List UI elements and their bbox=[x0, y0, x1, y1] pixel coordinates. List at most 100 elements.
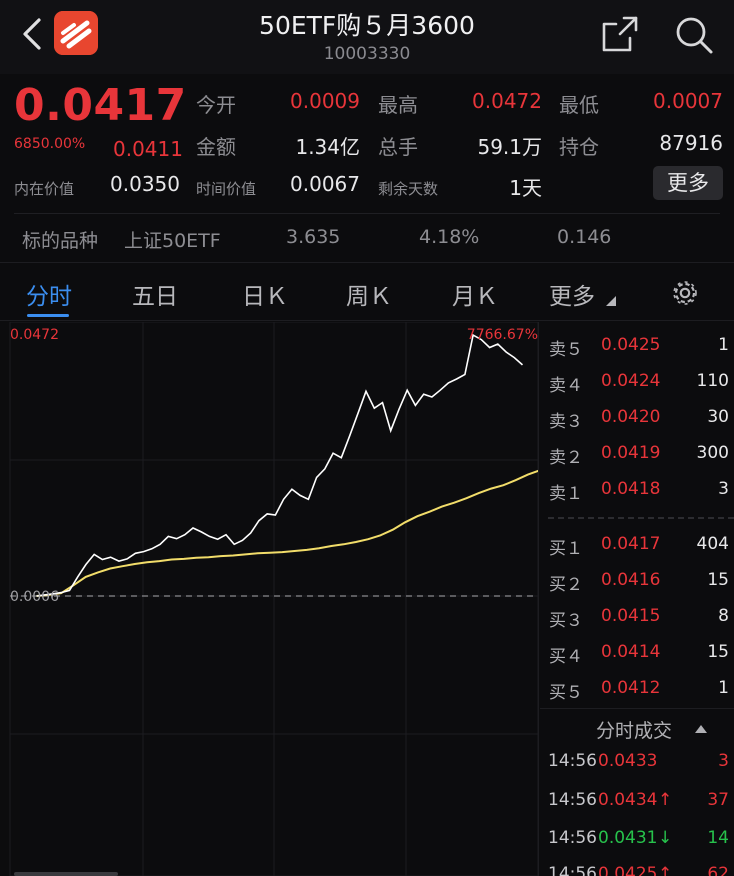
volume-label: 总手 bbox=[378, 135, 418, 159]
trade-direction-arrow: ↑ bbox=[658, 864, 673, 876]
trade-price: 0.0434 bbox=[598, 790, 658, 810]
tab-monthly-k[interactable]: 月Ｋ bbox=[452, 284, 498, 310]
divider bbox=[540, 708, 734, 709]
bid-2-volume: 15 bbox=[707, 570, 729, 590]
app-logo-icon bbox=[54, 11, 98, 55]
trade-time: 14:56 bbox=[548, 790, 597, 810]
trade-volume: 62 bbox=[707, 864, 729, 876]
trade-price: 0.0431 bbox=[598, 828, 658, 848]
app-header: 50ETF购５月3600 10003330 bbox=[0, 0, 734, 74]
underlying-percent: 4.18% bbox=[419, 226, 480, 248]
trade-direction-arrow: ↑ bbox=[658, 790, 673, 810]
option-code: 10003330 bbox=[323, 44, 411, 64]
open-interest-label: 持仓 bbox=[559, 135, 599, 159]
ask-2-price: 0.0419 bbox=[601, 443, 661, 463]
open-interest-value: 87916 bbox=[659, 131, 723, 155]
bid-3-price: 0.0415 bbox=[601, 606, 661, 626]
back-chevron-icon[interactable] bbox=[18, 14, 48, 54]
divider bbox=[0, 262, 734, 263]
divider bbox=[14, 213, 720, 214]
days-left-label: 剩余天数 bbox=[378, 180, 439, 198]
ask-3-volume: 30 bbox=[707, 407, 729, 427]
time-value: 0.0067 bbox=[290, 172, 360, 196]
ask-1-volume: 3 bbox=[718, 479, 729, 499]
bid-4-label: 买４ bbox=[549, 647, 583, 667]
intrinsic-value-label: 内在价值 bbox=[14, 180, 75, 198]
trades-title[interactable]: 分时成交 bbox=[596, 720, 673, 742]
tab-daily-k[interactable]: 日Ｋ bbox=[242, 284, 288, 310]
bid-2-label: 买２ bbox=[549, 575, 583, 595]
trade-direction-arrow: ↓ bbox=[658, 828, 673, 848]
underlying-change: 0.146 bbox=[557, 226, 612, 248]
underlying-label: 标的品种 bbox=[22, 230, 99, 252]
trade-volume: 3 bbox=[718, 751, 729, 771]
tab-five-day[interactable]: 五日 bbox=[132, 284, 178, 310]
ask-3-price: 0.0420 bbox=[601, 407, 661, 427]
tab-weekly-k[interactable]: 周Ｋ bbox=[346, 284, 392, 310]
ask-5-volume: 1 bbox=[718, 335, 729, 355]
amount-label: 金额 bbox=[196, 135, 236, 159]
bid-5-volume: 1 bbox=[718, 678, 729, 698]
bid-1-label: 买１ bbox=[549, 539, 583, 559]
bid-3-label: 买３ bbox=[549, 611, 583, 631]
low-value: 0.0007 bbox=[653, 89, 723, 113]
trade-time: 14:56 bbox=[548, 828, 597, 848]
ask-5-price: 0.0425 bbox=[601, 335, 661, 355]
order-book-separator bbox=[548, 517, 734, 519]
change-value: 0.0411 bbox=[113, 137, 183, 161]
more-button[interactable]: 更多 bbox=[653, 166, 723, 200]
ask-2-label: 卖２ bbox=[549, 448, 583, 468]
y-axis-top-label: 0.0472 bbox=[10, 327, 59, 343]
last-price: 0.0417 bbox=[14, 80, 187, 131]
average-price-line bbox=[36, 469, 538, 597]
trade-price: 0.0425 bbox=[598, 864, 658, 876]
page-title: 50ETF购５月3600 bbox=[259, 11, 475, 40]
search-icon[interactable] bbox=[673, 14, 715, 56]
dropdown-triangle-icon bbox=[606, 296, 616, 306]
bid-1-price: 0.0417 bbox=[601, 534, 661, 554]
high-value: 0.0472 bbox=[472, 89, 542, 113]
ask-1-label: 卖１ bbox=[549, 484, 583, 504]
open-label: 今开 bbox=[196, 93, 236, 117]
trade-volume: 37 bbox=[707, 790, 729, 810]
intraday-chart[interactable]: 0.0472 0.0006 7766.67% bbox=[0, 322, 538, 876]
tab-more[interactable]: 更多 bbox=[549, 284, 595, 310]
scroll-indicator[interactable] bbox=[14, 872, 118, 876]
ask-4-label: 卖４ bbox=[549, 376, 583, 396]
bid-5-label: 买５ bbox=[549, 683, 583, 703]
y-axis-base-label: 0.0006 bbox=[10, 589, 59, 605]
chart-grid bbox=[9, 322, 538, 876]
trade-price: 0.0433 bbox=[598, 751, 658, 771]
divider bbox=[538, 322, 539, 876]
days-left-value: 1天 bbox=[509, 176, 542, 200]
bid-4-volume: 15 bbox=[707, 642, 729, 662]
active-tab-indicator bbox=[27, 314, 69, 317]
volume-value: 59.1万 bbox=[477, 135, 542, 159]
settings-gear-icon[interactable] bbox=[670, 278, 700, 308]
change-percent: 6850.00% bbox=[14, 136, 86, 152]
ask-4-price: 0.0424 bbox=[601, 371, 661, 391]
intrinsic-value: 0.0350 bbox=[110, 172, 180, 196]
ask-4-volume: 110 bbox=[696, 371, 729, 391]
ask-2-volume: 300 bbox=[696, 443, 729, 463]
low-label: 最低 bbox=[559, 93, 599, 117]
tab-intraday[interactable]: 分时 bbox=[26, 284, 72, 310]
bid-3-volume: 8 bbox=[718, 606, 729, 626]
bid-2-price: 0.0416 bbox=[601, 570, 661, 590]
trade-time: 14:56 bbox=[548, 864, 597, 876]
pct-axis-top-label: 7766.67% bbox=[467, 327, 538, 343]
ask-1-price: 0.0418 bbox=[601, 479, 661, 499]
underlying-price: 3.635 bbox=[286, 226, 341, 248]
ask-3-label: 卖３ bbox=[549, 412, 583, 432]
ask-5-label: 卖５ bbox=[549, 340, 583, 360]
bid-1-volume: 404 bbox=[696, 534, 729, 554]
amount-value: 1.34亿 bbox=[295, 135, 360, 159]
open-value: 0.0009 bbox=[290, 89, 360, 113]
high-label: 最高 bbox=[378, 93, 418, 117]
share-icon[interactable] bbox=[600, 14, 640, 54]
collapse-triangle-icon[interactable] bbox=[694, 724, 708, 734]
divider bbox=[0, 320, 734, 321]
underlying-name[interactable]: 上证50ETF bbox=[124, 230, 221, 252]
price-line bbox=[36, 333, 524, 597]
bid-4-price: 0.0414 bbox=[601, 642, 661, 662]
